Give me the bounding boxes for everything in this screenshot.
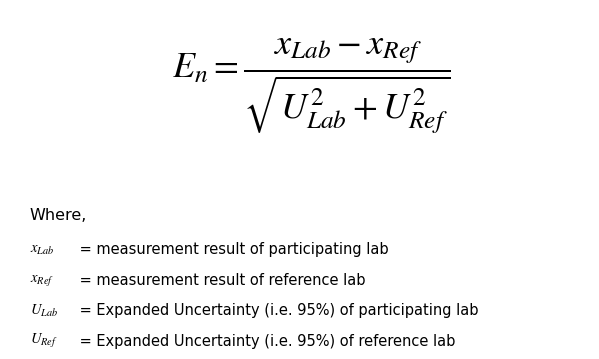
Text: = measurement result of participating lab: = measurement result of participating la… — [75, 242, 389, 257]
Text: $x_{Ref}$: $x_{Ref}$ — [30, 272, 54, 288]
Text: $U_{Lab}$: $U_{Lab}$ — [30, 303, 58, 318]
Text: $x_{Lab}$: $x_{Lab}$ — [30, 242, 55, 257]
Text: = Expanded Uncertainty (i.e. 95%) of reference lab: = Expanded Uncertainty (i.e. 95%) of ref… — [75, 334, 455, 349]
Text: Where,: Where, — [30, 208, 87, 223]
Text: = measurement result of reference lab: = measurement result of reference lab — [75, 272, 365, 288]
Text: $E_n = \dfrac{x_{Lab} - x_{Ref}}{\sqrt{U_{Lab}^2 + U_{Ref}^2}}$: $E_n = \dfrac{x_{Lab} - x_{Ref}}{\sqrt{U… — [173, 37, 450, 136]
Text: $U_{Ref}$: $U_{Ref}$ — [30, 332, 58, 350]
Text: = Expanded Uncertainty (i.e. 95%) of participating lab: = Expanded Uncertainty (i.e. 95%) of par… — [75, 303, 479, 318]
